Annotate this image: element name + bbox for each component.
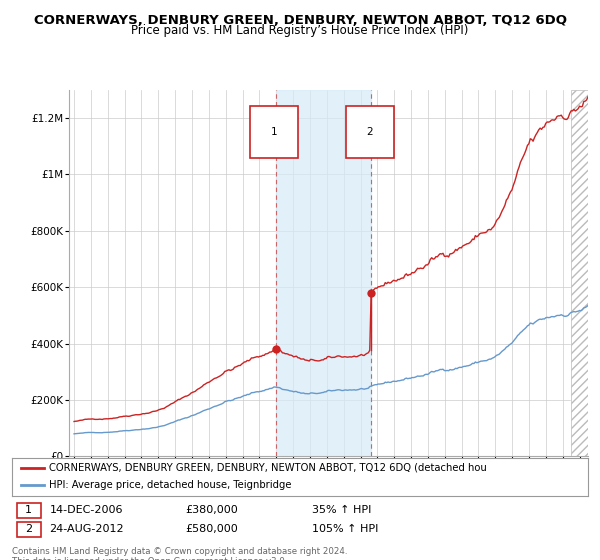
Text: £380,000: £380,000 (185, 506, 238, 515)
Text: 2: 2 (367, 127, 373, 137)
Bar (571, 90, 600, 456)
Text: £580,000: £580,000 (185, 525, 238, 534)
Text: CORNERWAYS, DENBURY GREEN, DENBURY, NEWTON ABBOT, TQ12 6DQ: CORNERWAYS, DENBURY GREEN, DENBURY, NEWT… (34, 14, 566, 27)
Text: CORNERWAYS, DENBURY GREEN, DENBURY, NEWTON ABBOT, TQ12 6DQ (detached hou: CORNERWAYS, DENBURY GREEN, DENBURY, NEWT… (49, 463, 487, 473)
Text: 1: 1 (25, 506, 32, 515)
FancyBboxPatch shape (17, 522, 41, 537)
Text: 24-AUG-2012: 24-AUG-2012 (49, 525, 124, 534)
Text: 35% ↑ HPI: 35% ↑ HPI (311, 506, 371, 515)
FancyBboxPatch shape (17, 503, 41, 518)
Text: 105% ↑ HPI: 105% ↑ HPI (311, 525, 378, 534)
Bar (275, 90, 371, 456)
Text: 2: 2 (25, 525, 32, 534)
Text: HPI: Average price, detached house, Teignbridge: HPI: Average price, detached house, Teig… (49, 480, 292, 491)
Text: 14-DEC-2006: 14-DEC-2006 (49, 506, 123, 515)
Text: 1: 1 (271, 127, 277, 137)
Text: Price paid vs. HM Land Registry’s House Price Index (HPI): Price paid vs. HM Land Registry’s House … (131, 24, 469, 37)
Bar (571, 90, 600, 456)
Text: Contains HM Land Registry data © Crown copyright and database right 2024.
This d: Contains HM Land Registry data © Crown c… (12, 547, 347, 560)
